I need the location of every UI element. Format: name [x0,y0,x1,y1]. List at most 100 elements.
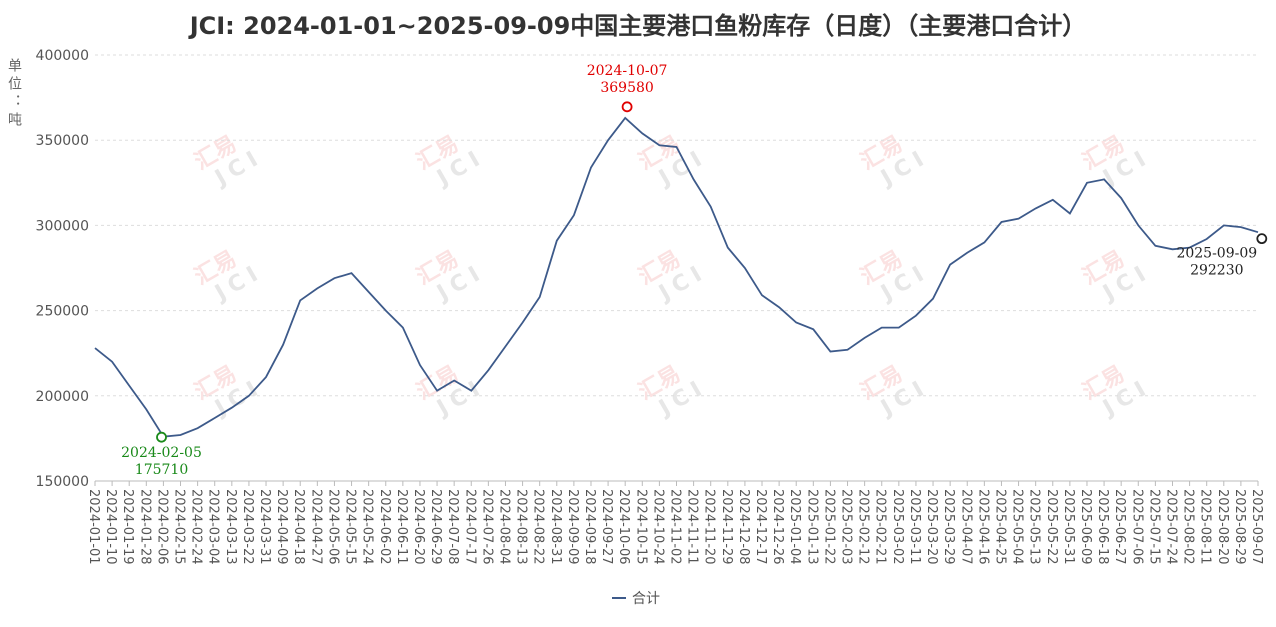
annotation-date: 2024-10-07 [587,63,668,79]
x-tick-label: 2024-03-22 [240,489,255,565]
x-tick-label: 2025-06-09 [1078,489,1093,565]
x-tick-label: 2024-11-11 [685,489,700,565]
x-tick-label: 2024-02-15 [172,489,187,565]
x-tick-label: 2025-03-11 [907,489,922,565]
x-tick-label: 2024-11-02 [668,489,683,565]
x-tick-label: 2024-12-26 [770,489,785,565]
x-tick-label: 2024-09-18 [582,489,597,565]
annotation-value: 369580 [600,80,653,96]
x-tick-label: 2024-01-01 [86,489,101,565]
y-tick-label: 200000 [36,389,89,405]
x-tick-label: 2024-01-10 [103,489,118,565]
x-tick-label: 2024-04-09 [274,489,289,565]
x-tick-label: 2025-08-02 [1181,489,1196,565]
y-tick-label: 350000 [36,133,89,149]
x-tick-label: 2024-06-29 [428,489,443,565]
x-tick-label: 2025-07-24 [1163,489,1178,565]
y-tick-label: 150000 [36,474,89,490]
x-tick-label: 2025-05-22 [1044,489,1059,565]
x-tick-label: 2024-08-04 [496,489,511,565]
x-tick-label: 2024-05-24 [360,489,375,565]
x-tick-label: 2025-04-07 [958,489,973,565]
annotation-marker [1256,233,1268,245]
x-tick-label: 2024-03-04 [206,489,221,565]
annotation-date: 2025-09-09 [1176,246,1257,262]
line-series [94,116,1259,438]
x-tick-label: 2025-04-16 [975,489,990,565]
x-tick-label: 2024-12-08 [736,489,751,565]
x-tick-label: 2025-09-07 [1249,489,1264,565]
x-tick-label: 2024-05-06 [325,489,340,565]
x-tick-label: 2025-03-02 [890,489,905,565]
x-tick-label: 2024-12-17 [753,489,768,565]
x-tick-label: 2025-01-22 [821,489,836,565]
x-tick-label: 2024-03-31 [257,489,272,565]
x-tick-label: 2024-01-28 [137,489,152,565]
x-tick-label: 2024-06-11 [394,489,409,565]
x-tick-label: 2025-03-20 [924,489,939,565]
annotation-value: 175710 [135,462,188,478]
x-tick-label: 2025-05-31 [1061,489,1076,565]
x-tick-label: 2025-05-04 [1010,489,1025,565]
x-tick-label: 2024-11-20 [702,489,717,565]
x-tick-label: 2025-07-06 [1129,489,1144,565]
x-tick-label: 2024-09-27 [599,489,614,565]
x-tick-label: 2024-04-18 [291,489,306,565]
x-tick-label: 2024-06-20 [411,489,426,565]
x-tick-label: 2025-01-04 [787,489,802,565]
x-tick-label: 2025-08-29 [1232,489,1247,565]
x-tick-label: 2025-02-03 [839,489,854,565]
x-tick-label: 2025-03-29 [941,489,956,565]
x-tick-label: 2025-01-13 [804,489,819,565]
x-tick-label: 2025-06-27 [1112,489,1127,565]
x-tick-label: 2024-08-22 [531,489,546,565]
x-tick-label: 2024-10-15 [633,489,648,565]
x-tick-label: 2025-06-18 [1095,489,1110,565]
x-tick-label: 2025-08-11 [1198,489,1213,565]
x-tick-label: 2024-05-15 [343,489,358,565]
x-tick-label: 2024-03-13 [223,489,238,565]
y-tick-label: 250000 [36,304,89,320]
annotation-value: 292230 [1190,263,1243,279]
x-tick-label: 2024-04-27 [308,489,323,565]
annotation-date: 2024-02-05 [121,445,202,461]
x-tick-label: 2024-02-06 [154,489,169,565]
x-tick-label: 2024-10-06 [616,489,631,565]
x-tick-label: 2024-07-26 [479,489,494,565]
x-tick-label: 2024-11-29 [719,489,734,565]
x-tick-label: 2024-08-31 [548,489,563,565]
x-tick-label: 2024-02-24 [189,489,204,565]
x-tick-label: 2024-09-09 [565,489,580,565]
x-tick-label: 2025-08-20 [1215,489,1230,565]
y-axis-label: 单位：吨 [6,58,22,130]
chart-title: JCI: 2024-01-01~2025-09-09中国主要港口鱼粉库存（日度）… [188,12,1087,40]
annotation-marker [621,101,633,113]
x-tick-label: 2025-05-13 [1027,489,1042,565]
x-tick-label: 2024-07-08 [445,489,460,565]
x-tick-label: 2024-08-13 [514,489,529,565]
x-tick-label: 2025-02-21 [873,489,888,565]
x-tick-label: 2024-01-19 [120,489,135,565]
annotation-marker [156,431,167,443]
x-tick-label: 2025-07-15 [1146,489,1161,565]
legend-label: 合计 [632,591,660,607]
y-tick-label: 300000 [36,218,89,234]
x-tick-label: 2025-02-12 [856,489,871,565]
x-tick-label: 2024-10-24 [650,489,665,565]
